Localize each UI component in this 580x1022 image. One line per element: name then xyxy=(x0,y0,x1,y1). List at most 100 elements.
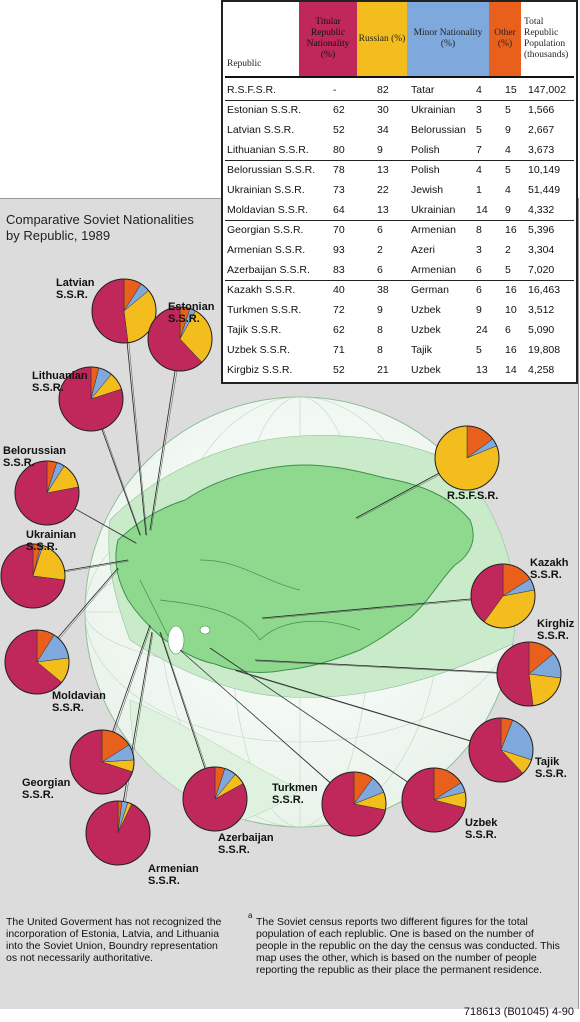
cell-other: 5 xyxy=(505,264,511,276)
leader-line-tajik xyxy=(234,669,502,751)
cell-other: 14 xyxy=(505,364,517,376)
cell-total: 3,304 xyxy=(528,244,555,256)
cell-total: 7,020 xyxy=(528,264,555,276)
cell-republic: Georgian S.S.R. xyxy=(227,224,304,236)
cell-total: 16,463 xyxy=(528,284,561,296)
leader-line-edge-tajik xyxy=(235,670,504,752)
cell-republic: R.S.F.S.R. xyxy=(227,84,277,96)
header-russian: Russian (%) xyxy=(357,2,407,76)
cell-other: 5 xyxy=(505,104,511,116)
pie-outline-kirghiz xyxy=(496,641,562,707)
cell-titular: 64 xyxy=(333,204,345,216)
cell-total: 147,002 xyxy=(528,84,566,96)
cell-other: 4 xyxy=(505,144,511,156)
label-turkmen: Turkmen S.S.R. xyxy=(272,782,318,806)
cell-republic: Armenian S.S.R. xyxy=(227,244,306,256)
cell-minor: 4 xyxy=(476,84,482,96)
cell-total: 10,149 xyxy=(528,164,561,176)
table-row: Azerbaijan S.S.R. 83 6 Armenian 6 5 7,020 xyxy=(223,260,576,280)
group-rule xyxy=(225,220,574,221)
cell-republic: Azerbaijan S.S.R. xyxy=(227,264,310,276)
group-rule xyxy=(225,160,574,161)
caspian-sea xyxy=(167,625,185,655)
pie-outline-azerbaijan xyxy=(182,766,248,832)
ussr-territory xyxy=(115,464,474,673)
label-lithuanian: Lithuanian S.S.R. xyxy=(32,370,88,394)
cell-minor: 5 xyxy=(476,344,482,356)
nationality-table: Republic Titular Republic Nationality (%… xyxy=(221,0,578,384)
cell-total: 5,396 xyxy=(528,224,555,236)
pie-outline-ukrainian xyxy=(0,543,66,609)
cell-other: 16 xyxy=(505,344,517,356)
leader-line-edge-kirghiz xyxy=(255,660,532,676)
cell-other: 16 xyxy=(505,284,517,296)
pie-kazakh xyxy=(470,563,536,629)
table-row: Turkmen S.S.R. 72 9 Uzbek 9 10 3,512 xyxy=(223,300,576,320)
label-rsfsr: R.S.F.S.R. xyxy=(447,490,499,502)
pie-kirghiz xyxy=(496,641,562,707)
cell-other: 10 xyxy=(505,304,517,316)
pie-outline-lithuanian xyxy=(58,366,124,432)
cell-titular: 93 xyxy=(333,244,345,256)
cell-titular: 52 xyxy=(333,364,345,376)
cell-minor-name: Polish xyxy=(411,144,440,156)
cell-titular: - xyxy=(333,84,337,96)
cell-minor-name: Ukrainian xyxy=(411,204,456,216)
cell-other: 6 xyxy=(505,324,511,336)
cell-russian: 34 xyxy=(377,124,389,136)
recognition-note: The United Goverment has not recognized … xyxy=(6,916,222,964)
cell-total: 3,512 xyxy=(528,304,555,316)
label-ukrainian: Ukrainian S.S.R. xyxy=(26,529,77,553)
pie-moldavian xyxy=(4,629,70,695)
pie-azerbaijan xyxy=(182,766,248,832)
table-row: Tajik S.S.R. 62 8 Uzbek 24 6 5,090 xyxy=(223,320,576,340)
cell-russian: 9 xyxy=(377,304,383,316)
pie-outline-turkmen xyxy=(321,771,387,837)
cell-republic: Uzbek S.S.R. xyxy=(227,344,291,356)
pie-outline-kazakh xyxy=(470,563,536,629)
cell-russian: 13 xyxy=(377,204,389,216)
cell-titular: 70 xyxy=(333,224,345,236)
table-row: Ukrainian S.S.R. 73 22 Jewish 1 4 51,449 xyxy=(223,180,576,200)
cell-russian: 22 xyxy=(377,184,389,196)
cell-minor-name: German xyxy=(411,284,449,296)
cell-minor: 24 xyxy=(476,324,488,336)
pie-outline-latvian xyxy=(91,278,157,344)
cell-total: 4,332 xyxy=(528,204,555,216)
cell-total: 5,090 xyxy=(528,324,555,336)
label-kirghiz: Kirghiz S.S.R. xyxy=(537,618,575,642)
cell-minor-name: Armenian xyxy=(411,264,456,276)
group-rule xyxy=(225,100,574,101)
cell-russian: 38 xyxy=(377,284,389,296)
header-titular: Titular Republic Nationality (%) xyxy=(299,2,357,76)
pie-outline-moldavian xyxy=(4,629,70,695)
table-row: R.S.F.S.R. - 82 Tatar 4 15 147,002 xyxy=(223,80,576,100)
pie-armenian xyxy=(85,800,151,866)
cell-russian: 6 xyxy=(377,224,383,236)
header-rule xyxy=(225,76,574,78)
cell-russian: 21 xyxy=(377,364,389,376)
cell-republic: Latvian S.S.R. xyxy=(227,124,295,136)
pie-outline-georgian xyxy=(69,729,135,795)
cell-titular: 62 xyxy=(333,104,345,116)
cell-minor-name: Tajik xyxy=(411,344,433,356)
cell-other: 9 xyxy=(505,204,511,216)
cell-titular: 62 xyxy=(333,324,345,336)
table-row: Kirgbiz S.S.R. 52 21 Uzbek 13 14 4,258 xyxy=(223,360,576,380)
slice-latvian-titular xyxy=(91,278,129,344)
cell-total: 4,258 xyxy=(528,364,555,376)
cell-russian: 2 xyxy=(377,244,383,256)
pie-turkmen xyxy=(321,771,387,837)
cell-minor-name: Uzbek xyxy=(411,304,441,316)
cell-republic: Turkmen S.S.R. xyxy=(227,304,302,316)
pie-outline-uzbek xyxy=(401,767,467,833)
cell-minor: 6 xyxy=(476,264,482,276)
pie-georgian xyxy=(69,729,135,795)
cell-total: 51,449 xyxy=(528,184,561,196)
leader-line-edge-estonian xyxy=(150,339,183,532)
table-row: Estonian S.S.R. 62 30 Ukrainian 3 5 1,566 xyxy=(223,100,576,120)
label-azerbaijan: Azerbaijan S.S.R. xyxy=(218,832,274,856)
table-row: Latvian S.S.R. 52 34 Belorussian 5 9 2,667 xyxy=(223,120,576,140)
cell-total: 2,667 xyxy=(528,124,555,136)
